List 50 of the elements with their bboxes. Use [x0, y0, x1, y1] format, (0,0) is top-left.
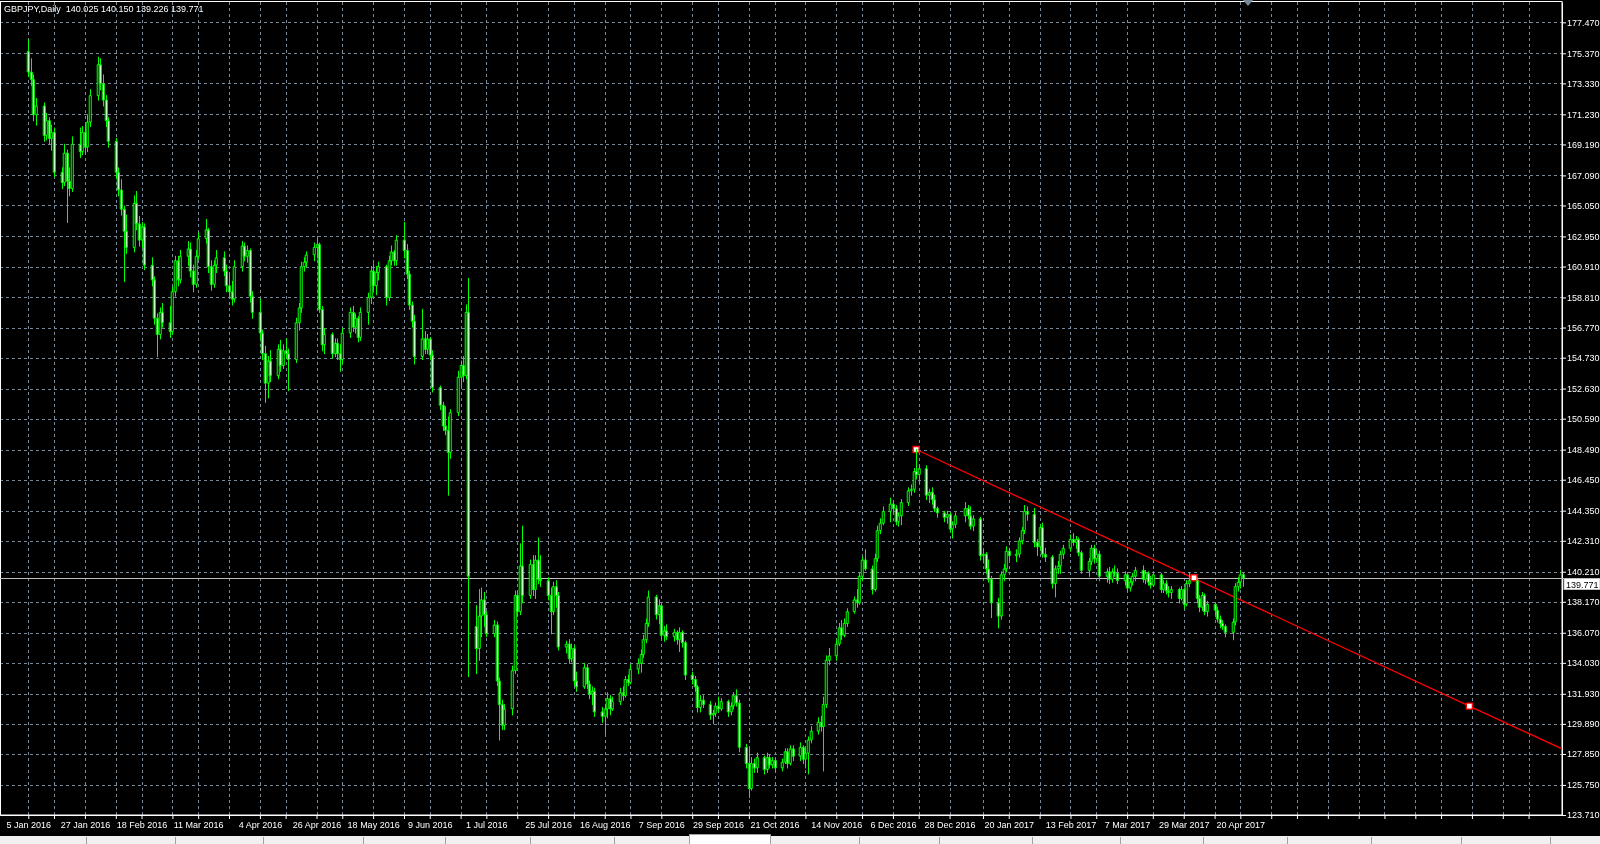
x-tick-label: 28 Dec 2016 — [924, 820, 976, 831]
y-tick-label: 146.450 — [1567, 475, 1600, 486]
y-tick-label: 177.470 — [1567, 17, 1600, 28]
y-tick-label: 165.050 — [1567, 200, 1600, 211]
y-tick-label: 152.630 — [1567, 383, 1600, 394]
x-tick-label: 4 Apr 2016 — [238, 820, 283, 831]
x-tick-label: 20 Jan 2017 — [984, 820, 1035, 831]
x-tick-label: 21 Oct 2016 — [750, 820, 800, 831]
x-tick-label: 14 Nov 2016 — [811, 820, 863, 831]
y-tick-label: 156.770 — [1567, 322, 1600, 333]
y-tick-label: 167.090 — [1567, 170, 1600, 181]
x-tick-label: 7 Mar 2017 — [1104, 820, 1151, 831]
x-tick-label: 18 Feb 2016 — [116, 820, 168, 831]
x-tick-label: 29 Sep 2016 — [692, 820, 744, 831]
y-tick-label: 138.170 — [1567, 597, 1600, 608]
y-tick-label: 131.930 — [1567, 689, 1600, 700]
x-tick-label: 26 Apr 2016 — [292, 820, 342, 831]
x-tick-label: 18 May 2016 — [347, 820, 400, 831]
x-tick-label: 29 Mar 2017 — [1158, 820, 1210, 831]
y-tick-label: 123.710 — [1567, 810, 1600, 821]
y-tick-label: 127.850 — [1567, 749, 1600, 760]
y-tick-label: 173.330 — [1567, 78, 1600, 89]
y-tick-label: 129.890 — [1567, 719, 1600, 730]
y-tick-label: 160.910 — [1567, 261, 1600, 272]
x-tick-label: 9 Jun 2016 — [407, 820, 453, 831]
x-tick-label: 20 Apr 2017 — [1216, 820, 1266, 831]
x-tick-label: 25 Jul 2016 — [525, 820, 572, 831]
y-tick-label: 150.590 — [1567, 414, 1600, 425]
x-tick-label: 27 Jan 2016 — [60, 820, 111, 831]
y-tick-label: 175.370 — [1567, 48, 1600, 59]
x-tick-label: 13 Feb 2017 — [1045, 820, 1097, 831]
y-tick-label: 134.030 — [1567, 658, 1600, 669]
x-tick-label: 7 Sep 2016 — [638, 820, 685, 831]
y-tick-label: 154.730 — [1567, 353, 1600, 364]
x-tick-label: 6 Dec 2016 — [870, 820, 917, 831]
x-tick-label: 11 Mar 2016 — [173, 820, 224, 831]
x-tick-label: 5 Jan 2016 — [6, 820, 52, 831]
y-tick-label: 162.950 — [1567, 231, 1600, 242]
y-tick-label: 140.210 — [1567, 567, 1600, 578]
y-tick-label: 136.070 — [1567, 628, 1600, 639]
x-tick-label: 1 Jul 2016 — [466, 820, 508, 831]
x-tick-label: 16 Aug 2016 — [579, 820, 631, 831]
y-tick-label: 144.350 — [1567, 506, 1600, 517]
y-tick-label: 125.750 — [1567, 780, 1600, 791]
y-tick-label: 171.230 — [1567, 109, 1600, 120]
y-tick-label: 169.190 — [1567, 139, 1600, 150]
y-tick-label: 158.810 — [1567, 292, 1600, 303]
y-tick-label: 142.310 — [1567, 536, 1600, 547]
chart-title: GBPJPY,Daily 140.025 140.150 139.226 139.771 — [4, 4, 204, 14]
y-tick-label: 148.490 — [1567, 445, 1600, 456]
